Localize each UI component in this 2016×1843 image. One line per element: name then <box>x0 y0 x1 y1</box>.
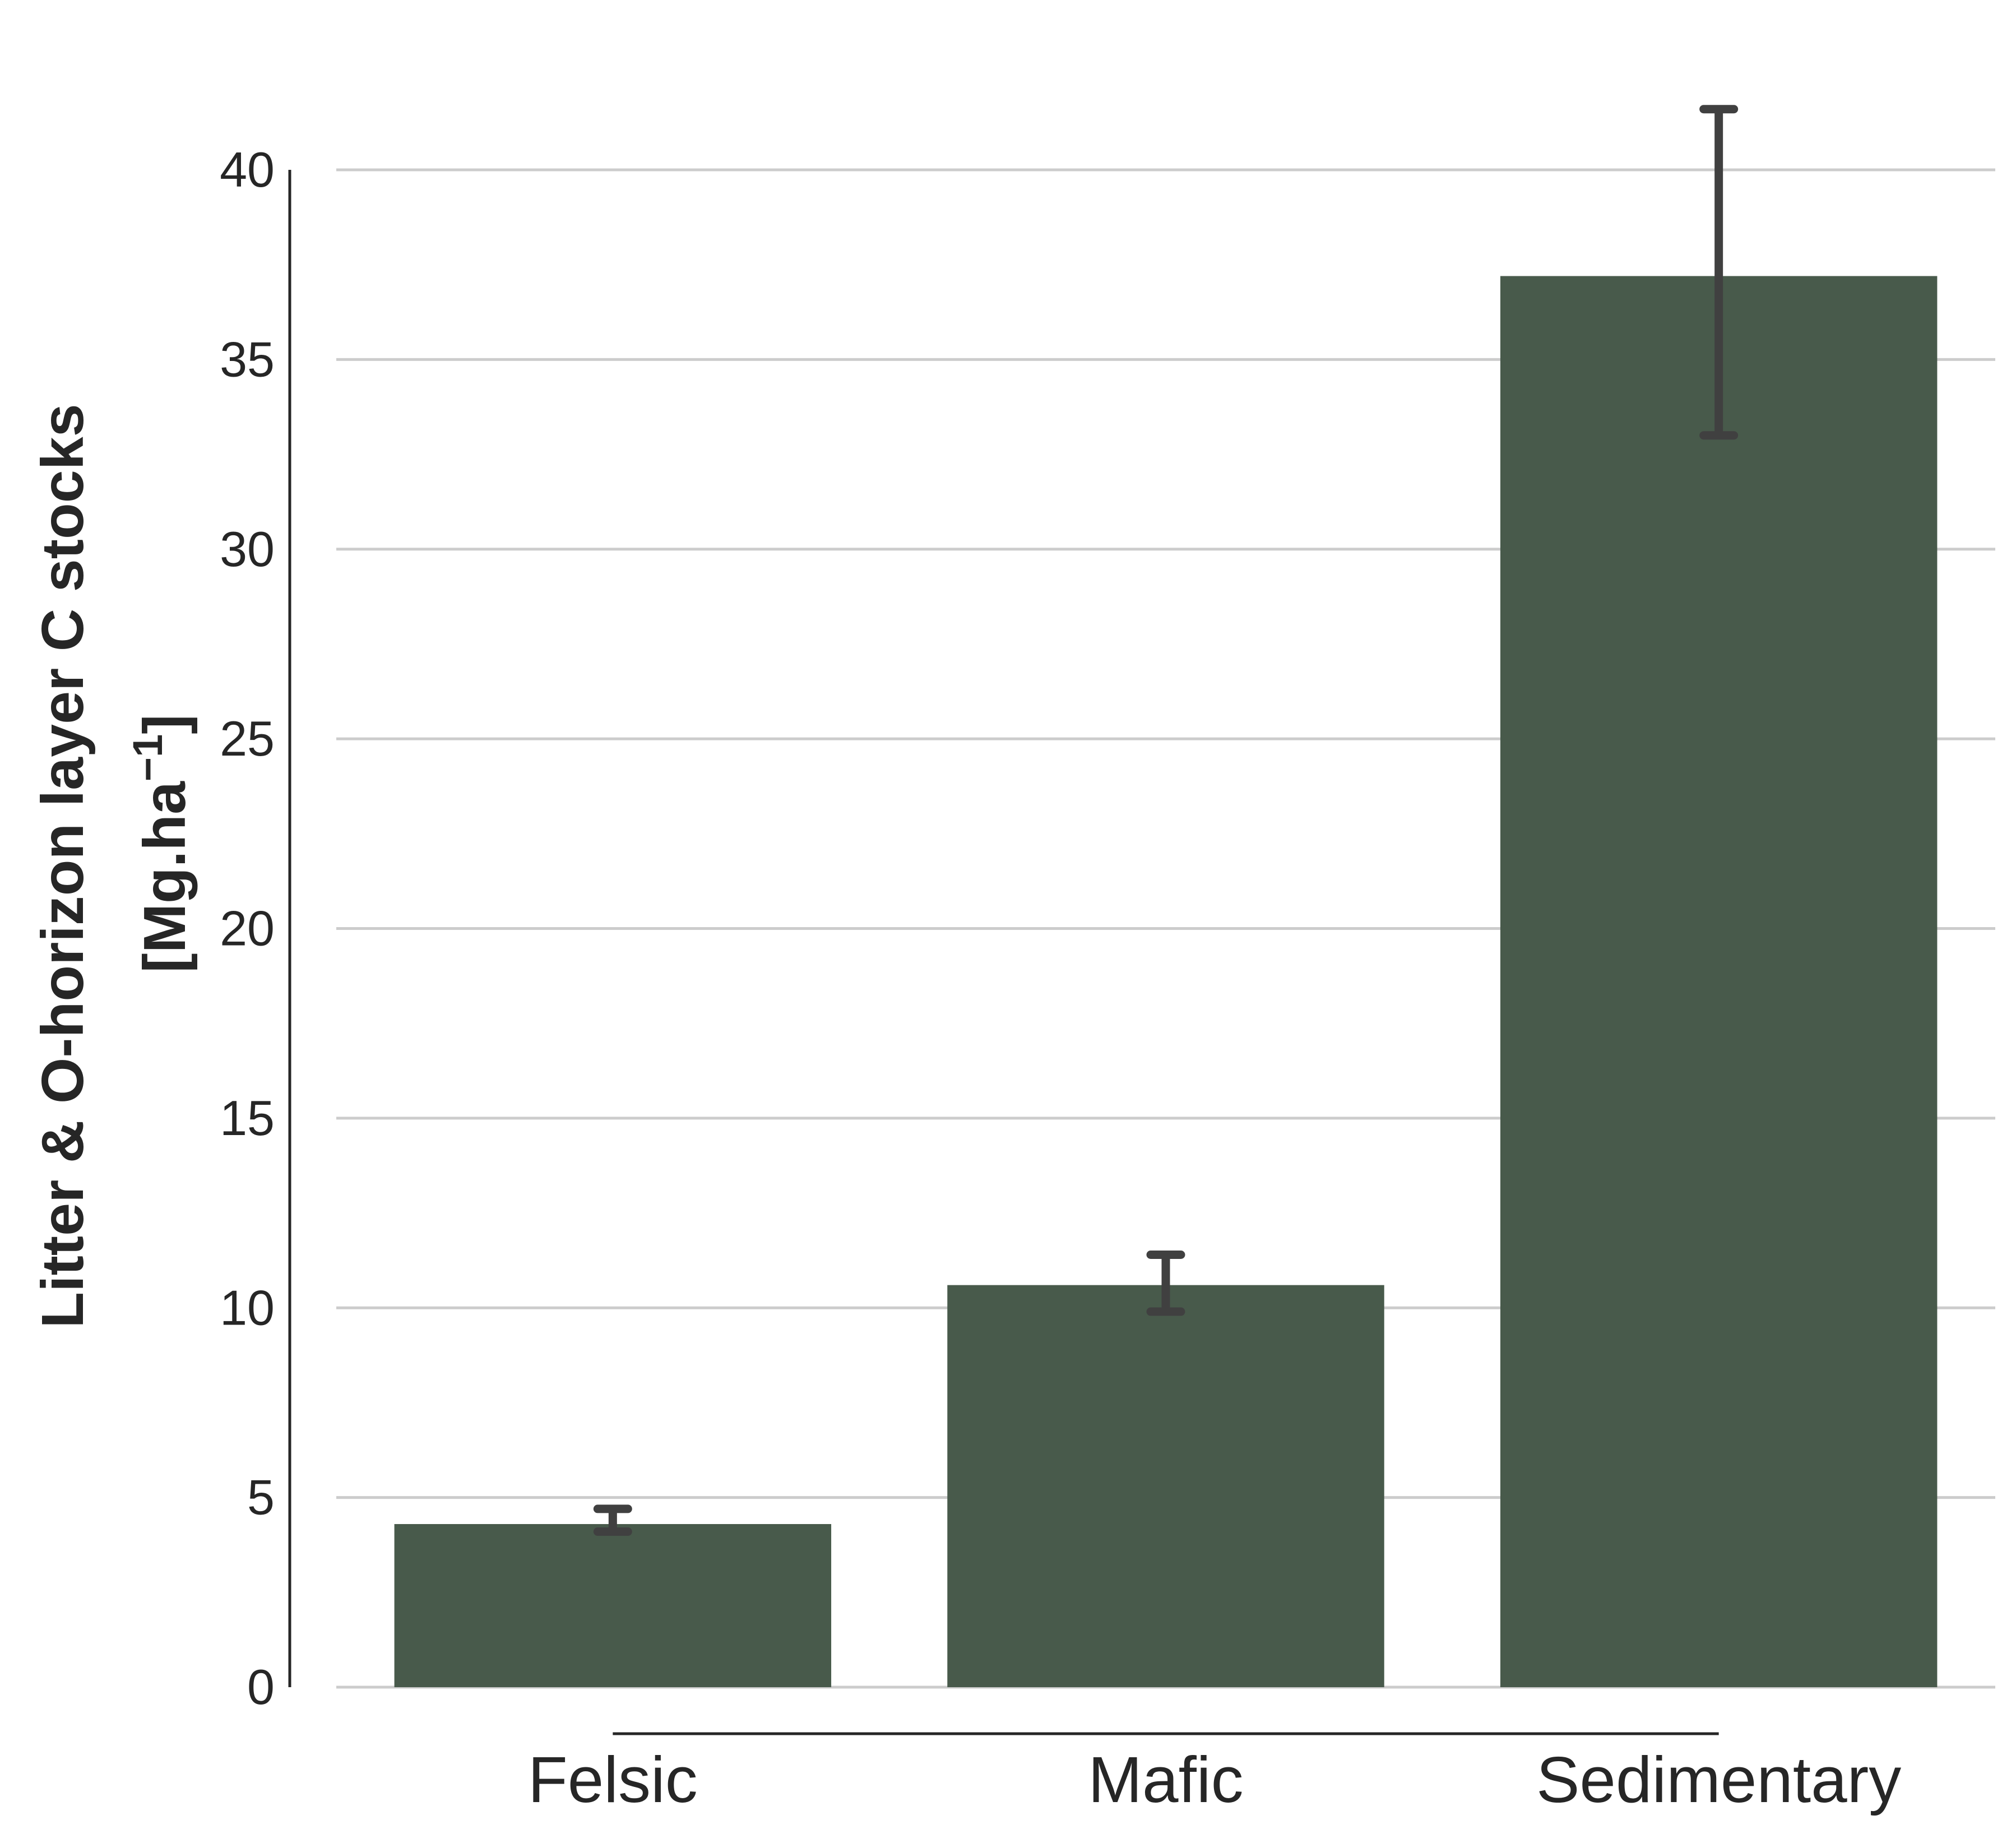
error-bar-sedimentary <box>1699 105 1739 440</box>
x-tick-label: Felsic <box>528 1743 698 1816</box>
y-tick-label: 30 <box>220 521 275 577</box>
grid-lines <box>336 168 1995 1689</box>
bars <box>394 276 1938 1687</box>
y-axis-unit-exponent: −1 <box>124 734 171 781</box>
y-tick-label: 5 <box>247 1470 275 1525</box>
bar-mafic <box>947 1285 1384 1687</box>
x-tick-label: Mafic <box>1088 1743 1243 1816</box>
bar-sedimentary <box>1500 276 1938 1687</box>
y-tick-label: 15 <box>220 1090 275 1146</box>
y-tick-label: 20 <box>220 901 275 956</box>
y-axis-unit-label: [Mg.ha−1] <box>124 714 198 973</box>
error-bar-mafic <box>1146 1251 1185 1316</box>
y-tick-label: 35 <box>220 331 275 387</box>
error-bar-felsic <box>593 1504 632 1536</box>
bar-felsic <box>394 1524 832 1687</box>
y-tick-label: 10 <box>220 1280 275 1335</box>
y-tick-label: 0 <box>247 1659 275 1715</box>
y-tick-label: 40 <box>220 142 275 197</box>
axes <box>288 170 1719 1735</box>
y-axis-unit-base: [Mg.ha <box>132 781 198 973</box>
x-tick-label: Sedimentary <box>1536 1743 1901 1816</box>
y-tick-label: 25 <box>220 711 275 766</box>
y-tick-labels: 0 5 10 15 20 25 30 35 40 <box>220 142 275 1715</box>
x-tick-labels: Felsic Mafic Sedimentary <box>528 1743 1901 1816</box>
y-axis-unit-close: ] <box>132 714 198 734</box>
y-axis-label: Litter & O-horizon layer C stocks <box>30 404 96 1328</box>
error-bars <box>593 105 1739 1536</box>
